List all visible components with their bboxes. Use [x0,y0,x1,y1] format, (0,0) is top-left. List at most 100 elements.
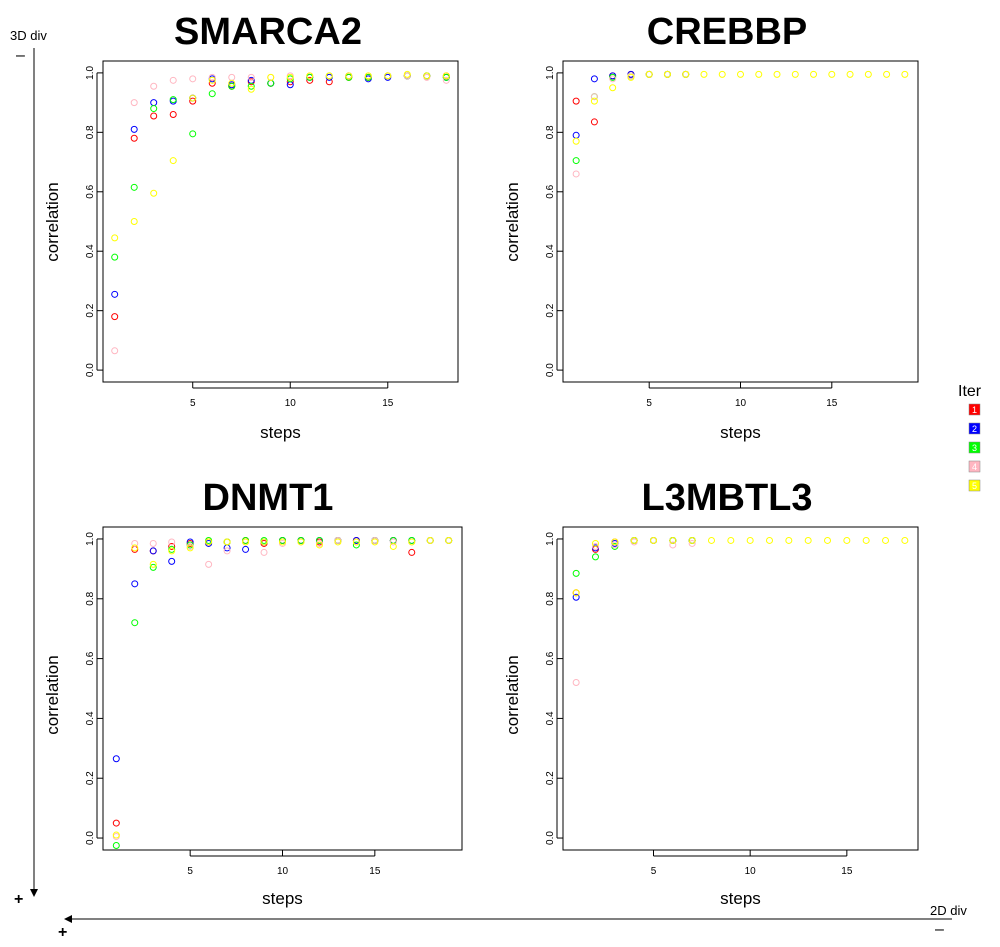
data-point [189,97,197,105]
series-iter-4 [111,72,450,355]
series-iter-5 [572,70,909,145]
data-point [247,85,255,93]
legend-label-iter-5: 5 [972,481,977,491]
data-point [901,536,909,544]
data-point [228,73,236,81]
legend-title: Iter [958,383,982,400]
y-tick-label: 0.8 [545,591,556,605]
y-tick-label: 0.4 [85,244,96,258]
data-point [766,536,774,544]
data-point [828,70,836,78]
data-point [901,70,909,78]
chart-panel-dnmt1: DNMT1 0.0 0.2 0.4 0.6 0.8 1.0 5 10 15 steps correla… [43,477,463,908]
data-point [131,544,139,552]
plot-frame [562,60,919,383]
legend-label-iter-3: 3 [972,443,977,453]
y-axis-label: correlation [43,655,62,734]
data-point [111,313,119,321]
data-point [843,536,851,544]
data-point [112,842,120,850]
y-tick-label: 0.6 [85,651,96,665]
series-iter-2 [572,70,690,139]
data-point [223,538,231,546]
y-tick-label: 0.4 [545,711,556,725]
data-point [189,130,197,138]
data-point [112,755,120,763]
chart-title: DNMT1 [203,477,334,519]
data-point [186,544,194,552]
chart-title: CREBBP [647,11,807,53]
data-point [611,538,619,546]
data-point [727,536,735,544]
series-iter-4 [572,536,696,687]
data-point [168,557,176,565]
data-point [169,157,177,165]
data-point [315,536,323,544]
data-point [445,536,453,544]
data-point [572,170,580,178]
data-point [846,70,854,78]
horizontal-right-sign: – [935,921,944,938]
data-point [403,70,411,78]
y-axis-label: correlation [503,182,522,261]
data-point [260,548,268,556]
data-point [364,72,372,80]
y-tick-label: 1.0 [85,66,96,80]
data-point [130,125,138,133]
data-point [149,547,157,555]
data-point [572,97,580,105]
horizontal-left-sign: + [58,924,67,941]
horizontal-2d-div-arrow: 2D div – + [58,903,967,941]
series-iter-1 [111,72,450,321]
series-iter-4 [572,70,690,178]
y-tick-label: 0.8 [545,125,556,139]
data-point [645,70,653,78]
y-tick-label: 0.0 [545,831,556,845]
x-tick-label: 5 [187,866,193,877]
data-point [408,548,416,556]
data-point [882,536,890,544]
data-point [189,94,197,102]
data-point [267,73,275,81]
data-point [572,569,580,577]
data-point [325,72,333,80]
data-point [572,157,580,165]
data-point [572,593,580,601]
data-point [130,183,138,191]
x-tick-label: 10 [285,398,297,409]
data-point [773,70,781,78]
data-point [688,536,696,544]
vertical-bottom-sign: + [14,891,23,908]
plot-frame [562,526,919,851]
series-iter-2 [572,536,696,601]
data-point [791,70,799,78]
chart-panel-smarca2: SMARCA2 0.0 0.2 0.4 0.6 0.8 1.0 5 10 15 steps corre… [43,11,459,442]
data-point [682,70,690,78]
data-point [663,70,671,78]
data-point [426,536,434,544]
series-iter-1 [572,536,696,597]
data-point [150,105,158,113]
data-point [131,539,139,547]
data-point [627,73,635,81]
data-point [810,70,818,78]
x-tick-label: 5 [651,866,657,877]
data-point [131,619,139,627]
chart-panel-crebbp: CREBBP 0.0 0.2 0.4 0.6 0.8 1.0 5 10 15 steps correl… [503,11,919,442]
x-tick-label: 5 [646,398,652,409]
series-iter-1 [572,70,690,126]
data-point [389,542,397,550]
data-point [150,99,158,107]
chart-title: L3MBTL3 [642,477,813,519]
data-point [669,536,677,544]
y-tick-label: 0.8 [85,125,96,139]
series-iter-3 [572,70,690,165]
series-iter-3 [112,536,453,850]
data-point [707,536,715,544]
data-point [150,189,158,197]
x-axis-label: steps [720,423,761,442]
y-tick-label: 0.4 [545,244,556,258]
legend-label-iter-1: 1 [972,405,977,415]
y-tick-label: 1.0 [545,66,556,80]
